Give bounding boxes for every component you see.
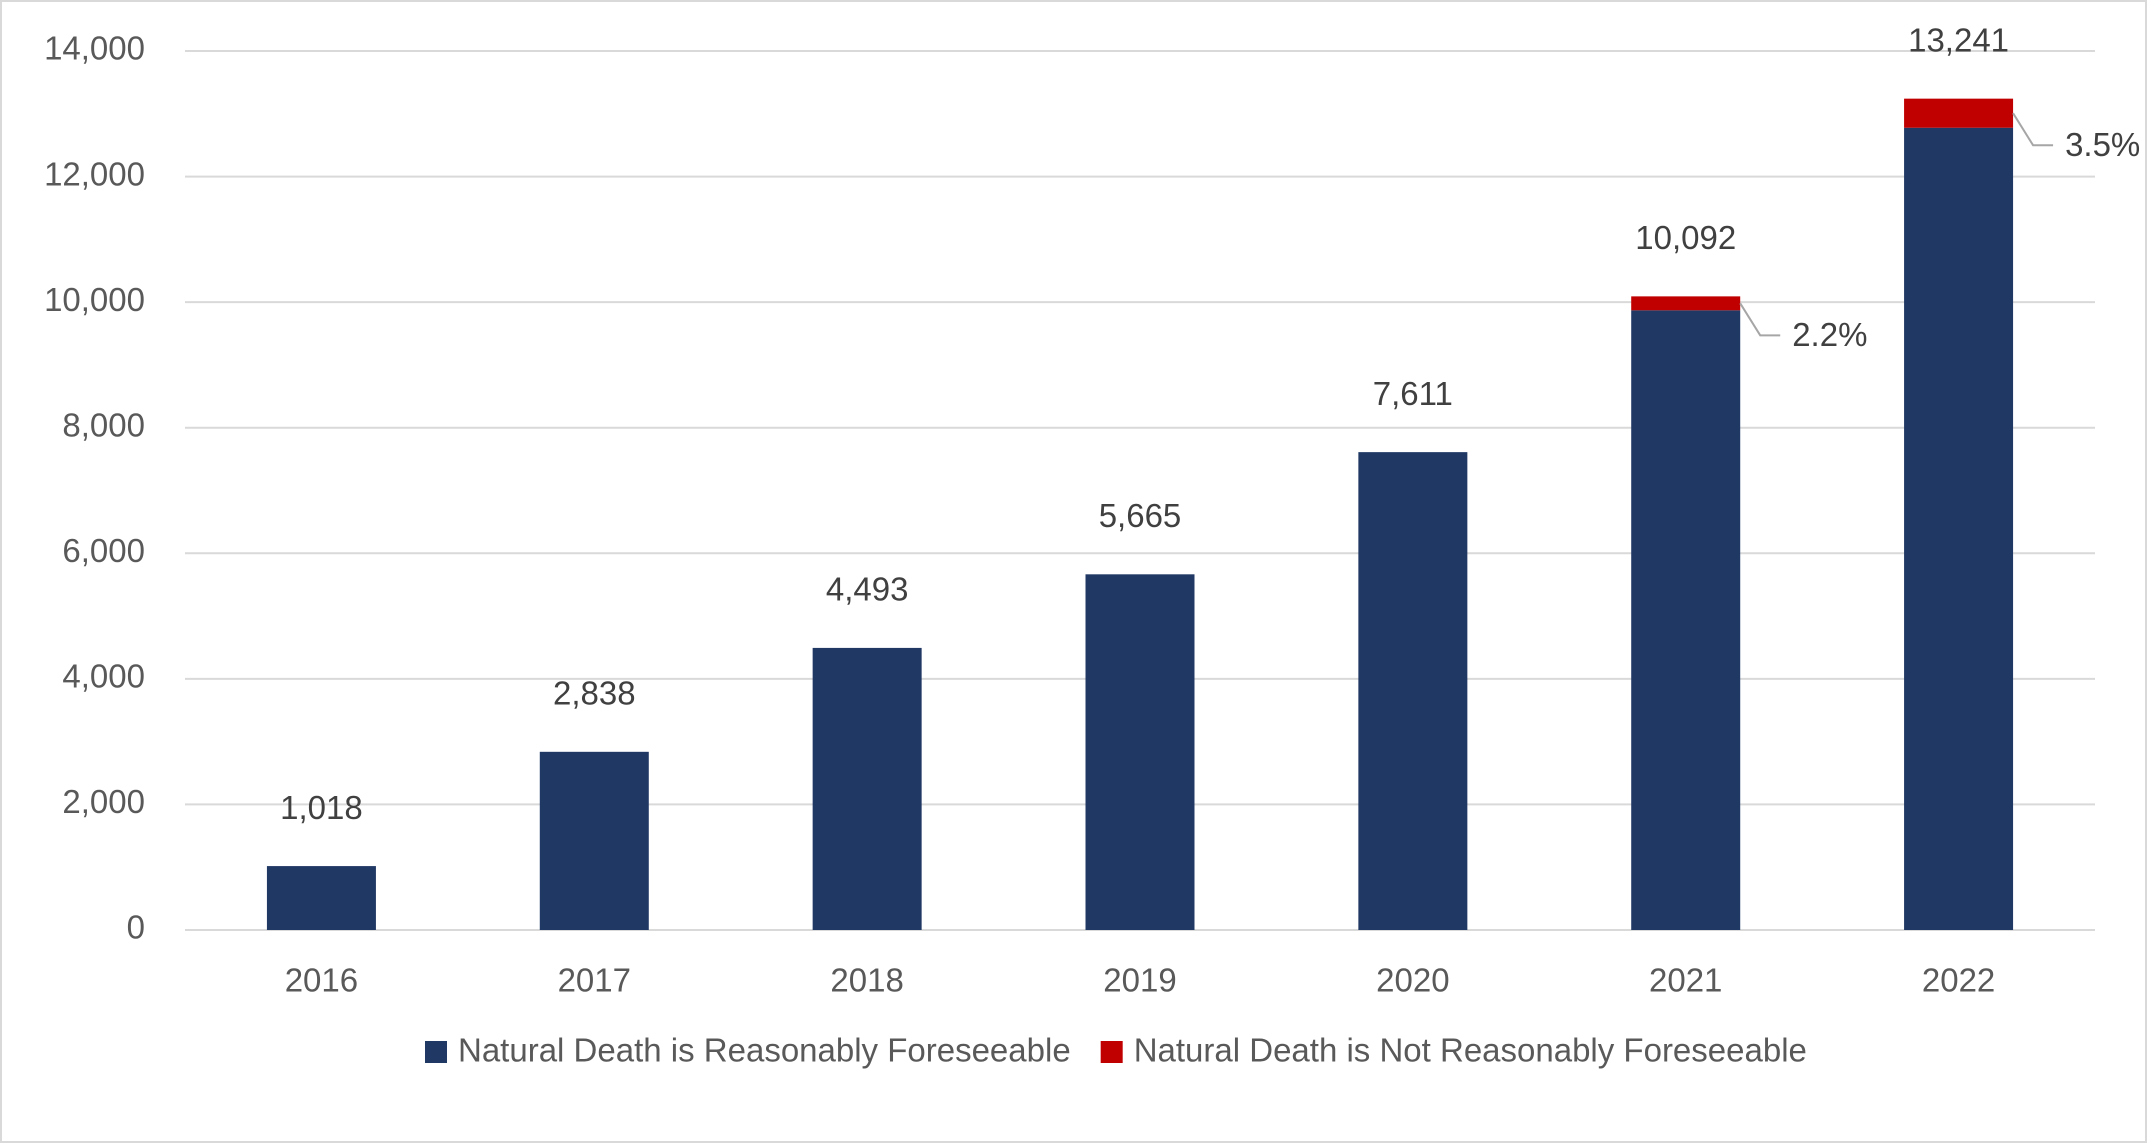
bar-segment xyxy=(1085,574,1195,930)
bar-segment xyxy=(1631,296,1741,311)
x-tick-label: 2016 xyxy=(285,962,358,999)
x-tick-label: 2022 xyxy=(1922,962,1995,999)
x-tick-label: 2019 xyxy=(1103,962,1176,999)
bar-segment xyxy=(1358,452,1468,930)
bar-segment xyxy=(812,647,922,930)
leader-line xyxy=(1739,302,1781,337)
x-tick-label: 2017 xyxy=(558,962,631,999)
total-label: 2,838 xyxy=(553,675,636,712)
total-label: 7,611 xyxy=(1373,375,1453,412)
y-tick-label: 6,000 xyxy=(62,532,145,569)
x-tick-label: 2020 xyxy=(1376,962,1449,999)
total-label: 5,665 xyxy=(1099,497,1182,534)
total-label: 10,092 xyxy=(1635,219,1736,256)
y-tick-label: 12,000 xyxy=(44,155,145,192)
leader-line xyxy=(2012,112,2054,147)
y-tick-label: 0 xyxy=(127,909,145,946)
share-label: 3.5% xyxy=(2065,126,2140,163)
legend-label: Natural Death is Not Reasonably Foreseea… xyxy=(1134,1032,1807,1069)
legend-swatch xyxy=(425,1041,447,1063)
total-label: 13,241 xyxy=(1908,21,2009,58)
bar-segment xyxy=(539,751,649,930)
y-tick-label: 8,000 xyxy=(62,406,145,443)
y-tick-label: 4,000 xyxy=(62,658,145,695)
bar-segment xyxy=(266,866,376,930)
x-tick-label: 2018 xyxy=(830,962,903,999)
x-tick-label: 2021 xyxy=(1649,962,1722,999)
bar-segment xyxy=(1631,310,1741,930)
y-tick-label: 2,000 xyxy=(62,783,145,820)
legend-swatch xyxy=(1100,1041,1123,1063)
total-label: 4,493 xyxy=(826,571,909,608)
y-tick-label: 10,000 xyxy=(44,281,145,318)
total-label: 1,018 xyxy=(280,789,363,826)
legend-label: Natural Death is Reasonably Foreseeable xyxy=(458,1032,1071,1069)
y-tick-label: 14,000 xyxy=(44,30,145,67)
bar-segment xyxy=(1904,98,2014,128)
share-label: 2.2% xyxy=(1792,316,1867,353)
bar-segment xyxy=(1904,127,2014,931)
